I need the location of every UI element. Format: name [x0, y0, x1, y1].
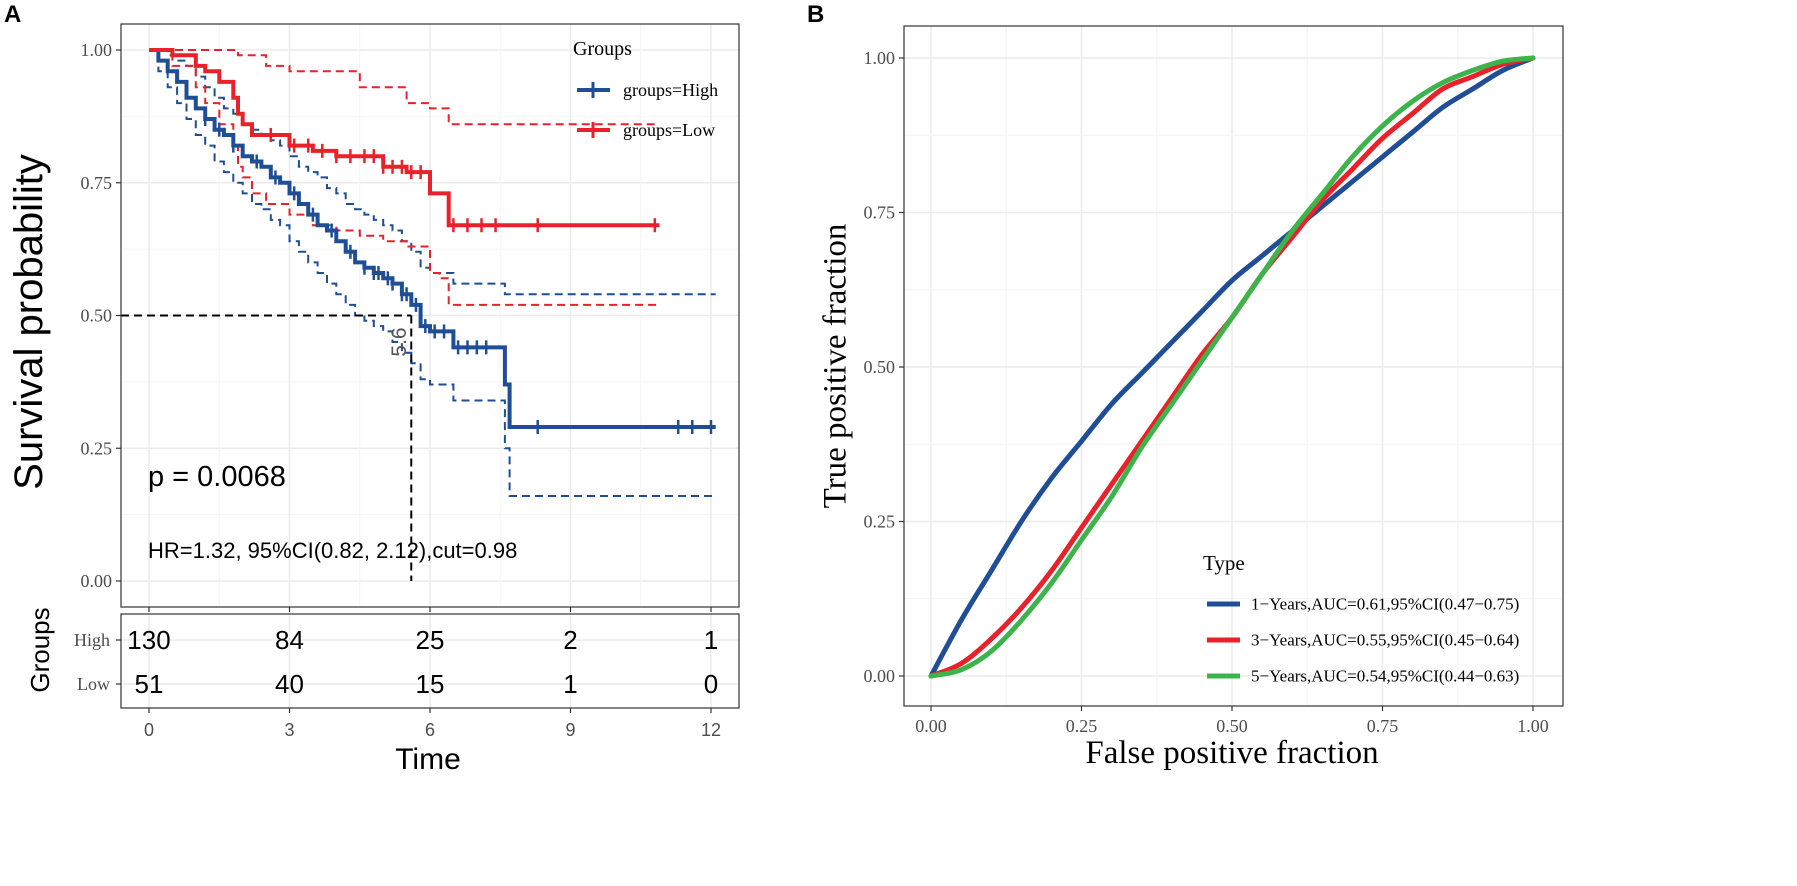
roc-y-tick-label: 0.00: [864, 666, 896, 686]
km-x-tick-label: 12: [701, 720, 721, 740]
km-curve-high: [149, 48, 716, 429]
km-ci-upper-low: [149, 49, 660, 126]
panel-b-letter: B: [807, 1, 824, 28]
risk-table-y-label: Groups: [25, 607, 55, 692]
roc-legend-label: 5−Years,AUC=0.54,95%CI(0.44−0.63): [1251, 667, 1519, 686]
risk-table-cell: 51: [135, 669, 164, 699]
roc-x-tick-label: 0.50: [1216, 716, 1248, 736]
km-legend-items: groups=High groups=Low: [577, 80, 718, 140]
risk-table-cell: 1: [563, 669, 577, 699]
km-confidence-bands: [149, 49, 716, 497]
roc-x-axis-label: False positive fraction: [1085, 735, 1378, 771]
roc-gridlines: [904, 26, 1563, 706]
roc-legend: Type 1−Years,AUC=0.61,95%CI(0.47−0.75) 3−…: [1203, 551, 1519, 686]
roc-y-axis: 1.00 0.75 0.50 0.25 0.00: [864, 48, 904, 686]
km-ci-lower-high: [149, 49, 716, 497]
km-median-label: 5.6: [388, 327, 411, 356]
risk-table-gridlines: [121, 614, 739, 708]
km-x-tick-label: 0: [144, 720, 154, 740]
roc-legend-title: Type: [1203, 551, 1245, 575]
roc-y-tick-label: 0.25: [864, 512, 896, 532]
km-x-axis-label: Time: [395, 743, 461, 776]
km-y-tick-label: 0.00: [81, 571, 113, 591]
km-censor-marks: [203, 112, 713, 435]
km-x-axis: 0 3 6 9 12: [144, 708, 721, 740]
roc-y-tick-label: 0.75: [864, 203, 896, 223]
km-y-tick-label: 0.75: [81, 173, 113, 193]
roc-x-tick-label: 0.00: [915, 716, 947, 736]
km-y-tick-label: 0.25: [81, 438, 113, 458]
risk-table-cell: 1: [704, 625, 718, 655]
roc-y-tick-label: 0.50: [864, 357, 896, 377]
panel-a-letter: A: [4, 1, 21, 28]
roc-y-tick-label: 1.00: [864, 48, 896, 68]
roc-legend-label: 1−Years,AUC=0.61,95%CI(0.47−0.75): [1251, 595, 1519, 614]
risk-table-row-name: High: [74, 630, 110, 650]
roc-x-tick-label: 0.75: [1367, 716, 1399, 736]
km-y-tick-label: 1.00: [81, 40, 113, 60]
roc-plot: [903, 25, 1564, 707]
risk-table-row-names: High Low: [74, 630, 121, 694]
km-curve-low: [149, 48, 660, 228]
roc-x-tick-label: 1.00: [1517, 716, 1549, 736]
km-legend-label: groups=High: [623, 80, 718, 100]
km-y-tick-label: 0.50: [81, 306, 113, 326]
km-median-lines: [121, 314, 413, 581]
km-hazard-ratio: HR=1.32, 95%CI(0.82, 2.12),cut=0.98: [148, 538, 517, 563]
roc-plot-background: [904, 26, 1563, 706]
risk-table-row-name: Low: [77, 674, 110, 694]
roc-curve-5yr: [928, 55, 1536, 679]
risk-table-cell: 2: [563, 625, 577, 655]
km-x-tick-label: 3: [284, 720, 294, 740]
km-x-tick-label: 9: [565, 720, 575, 740]
km-legend-label: groups=Low: [623, 120, 715, 140]
km-curves: [149, 48, 716, 429]
roc-x-axis: 0.00 0.25 0.50 0.75 1.00: [915, 706, 1549, 736]
km-plot: [120, 23, 740, 612]
risk-table-cell: 15: [416, 669, 445, 699]
roc-legend-label: 3−Years,AUC=0.55,95%CI(0.45−0.64): [1251, 631, 1519, 650]
km-p-value: p = 0.0068: [148, 461, 286, 493]
km-legend: Groups groups=High groups=Low: [573, 38, 718, 140]
roc-y-axis-label: True positive fraction: [818, 224, 854, 509]
risk-table-cell: 84: [275, 625, 304, 655]
km-ci-lower-low: [149, 49, 660, 306]
km-y-axis: 1.00 0.75 0.50 0.25 0.00: [81, 40, 121, 591]
risk-table-cell: 25: [416, 625, 445, 655]
roc-curve-1yr: [928, 55, 1536, 679]
roc-x-tick-label: 0.25: [1066, 716, 1098, 736]
km-x-tick-label: 6: [425, 720, 435, 740]
roc-curves: [928, 55, 1536, 679]
roc-legend-items: 1−Years,AUC=0.61,95%CI(0.47−0.75) 3−Years…: [1207, 595, 1519, 686]
roc-plot-border: [903, 25, 1564, 707]
km-y-axis-label: Survival probability: [7, 154, 51, 490]
risk-table-cells: 130 84 25 2 151 40 15 1 0: [127, 625, 718, 699]
km-legend-title: Groups: [573, 38, 632, 60]
risk-table-cell: 40: [275, 669, 304, 699]
risk-table-cell: 130: [127, 625, 170, 655]
risk-table-cell: 0: [704, 669, 718, 699]
